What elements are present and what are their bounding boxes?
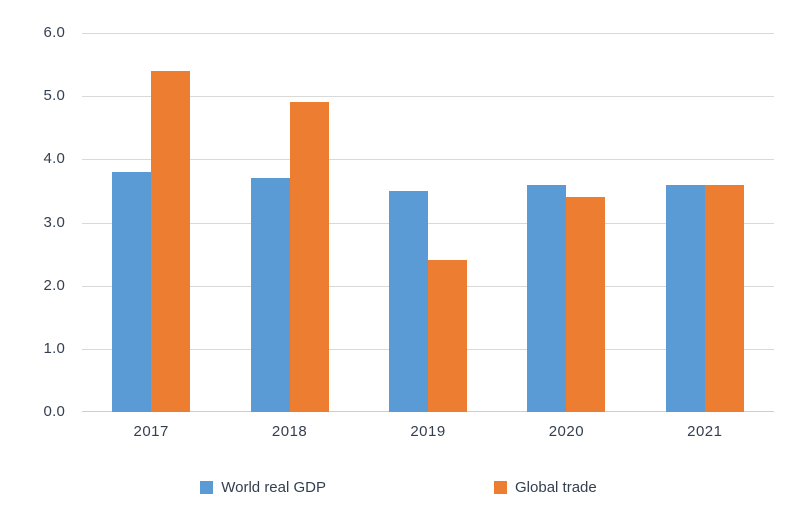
- x-tick-label: 2018: [271, 423, 308, 440]
- bar-world-real-gdp-2021: [665, 184, 705, 412]
- bar-world-real-gdp-2018: [250, 178, 290, 412]
- gridline: [82, 222, 774, 224]
- bar-world-real-gdp-2020: [527, 184, 567, 412]
- plot-area: [82, 33, 774, 412]
- bar-global-trade-2021: [704, 184, 744, 412]
- y-tick-label: 0.0: [43, 403, 65, 420]
- legend-label: Global trade: [515, 479, 597, 496]
- legend-item-world-real-gdp: World real GDP: [200, 479, 326, 496]
- x-tick-label: 2021: [687, 423, 723, 440]
- y-tick-label: 1.0: [43, 339, 65, 357]
- gridline: [82, 96, 774, 98]
- bar-world-real-gdp-2019: [389, 190, 428, 412]
- y-tick-label: 2.0: [43, 276, 65, 294]
- x-tick-label: 2020: [548, 423, 585, 440]
- gridline: [82, 159, 774, 161]
- legend-label: World real GDP: [221, 479, 327, 496]
- y-tick-label: 4.0: [43, 150, 65, 168]
- legend-item-global-trade: Global trade: [494, 479, 597, 496]
- bar-global-trade-2020: [566, 197, 606, 412]
- x-tick-label: 2019: [410, 423, 446, 440]
- legend-swatch-icon: [200, 481, 214, 494]
- gridline: [82, 33, 774, 34]
- bar-global-trade-2018: [289, 102, 329, 412]
- x-tick-label: 2017: [133, 423, 169, 440]
- bar-global-trade-2019: [428, 260, 467, 412]
- y-tick-label: 6.0: [43, 24, 65, 41]
- legend: World real GDP Global trade: [0, 479, 797, 496]
- y-tick-label: 5.0: [43, 87, 65, 105]
- y-tick-label: 3.0: [43, 213, 65, 231]
- bar-world-real-gdp-2017: [112, 171, 152, 412]
- legend-swatch-icon: [494, 481, 508, 494]
- bar-global-trade-2017: [151, 70, 191, 412]
